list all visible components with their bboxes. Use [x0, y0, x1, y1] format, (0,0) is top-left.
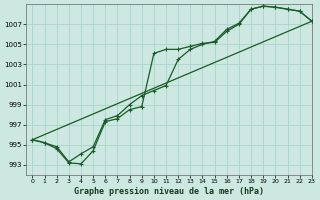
- X-axis label: Graphe pression niveau de la mer (hPa): Graphe pression niveau de la mer (hPa): [74, 187, 264, 196]
